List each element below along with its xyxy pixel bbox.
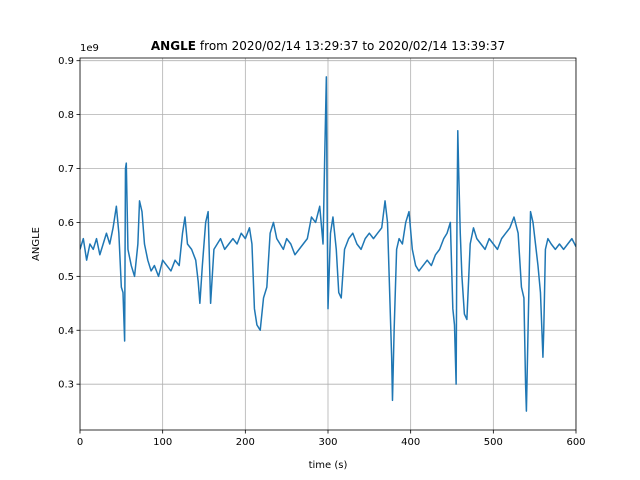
title-rest: from 2020/02/14 13:29:37 to 2020/02/14 1…	[200, 39, 505, 53]
x-tick-label: 600	[566, 437, 585, 448]
x-tick-label: 500	[484, 437, 503, 448]
data-line	[80, 76, 576, 412]
x-axis-label: time (s)	[309, 460, 348, 471]
y-tick-label: 0.8	[58, 110, 74, 121]
x-tick-label: 200	[236, 437, 255, 448]
plot-area	[80, 58, 576, 430]
x-tick-label: 400	[401, 437, 420, 448]
chart-title: ANGLE from 2020/02/14 13:29:37 to 2020/02…	[151, 39, 505, 53]
x-tick-label: 100	[153, 437, 172, 448]
y-axis-label: ANGLE	[31, 227, 42, 261]
y-tick-label: 0.3	[58, 380, 74, 391]
y-tick-label: 0.4	[58, 326, 74, 337]
y-tick-label: 0.6	[58, 218, 74, 229]
offset-label: 1e9	[80, 43, 99, 54]
y-tick-label: 0.9	[58, 56, 74, 67]
x-tick-label: 0	[77, 437, 83, 448]
x-tick-label: 300	[318, 437, 337, 448]
y-tick-label: 0.7	[58, 164, 74, 175]
title-bold: ANGLE	[151, 39, 196, 53]
y-tick-label: 0.5	[58, 272, 74, 283]
